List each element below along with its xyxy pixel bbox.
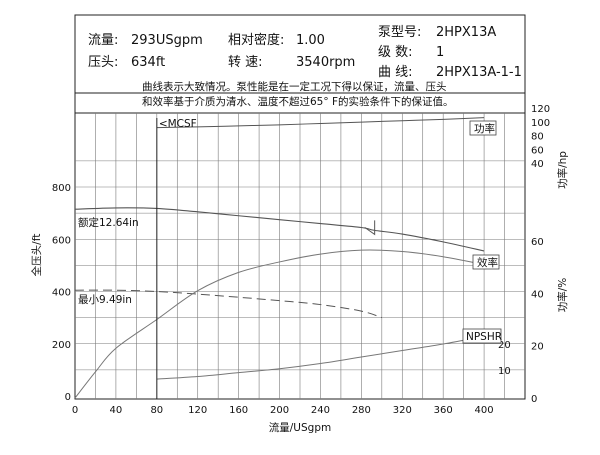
rated-impeller-label: 额定12.64in	[78, 216, 139, 229]
efficiency-curve	[74, 249, 485, 399]
speed-value: 3540rpm	[296, 55, 355, 70]
x-tick-label: 0	[72, 405, 78, 416]
grid-lines	[75, 113, 525, 399]
x-tick-label: 320	[393, 405, 412, 416]
x-tick-label: 200	[270, 405, 289, 416]
note-line-1: 曲线表示大致情况。泵性能是在一定工况下得以保证，流量、压头	[142, 80, 447, 93]
head-axis-title: 全压头/ft	[30, 234, 43, 277]
head-tick-label: 600	[52, 235, 71, 246]
x-tick-label: 40	[110, 405, 123, 416]
power-tick-label: 40	[531, 159, 544, 170]
head-tick-label: 800	[52, 183, 71, 194]
head-tick-label: 400	[52, 288, 71, 299]
efficiency-tick-label: 40	[531, 289, 544, 300]
x-tick-label: 360	[434, 405, 453, 416]
model-label: 泵型号:	[378, 25, 421, 40]
head-tick-label: 200	[52, 340, 71, 351]
npsh-curve-label: NPSHR	[466, 331, 502, 343]
stages-value: 1	[436, 45, 444, 60]
operating-point-marker	[364, 220, 376, 236]
curve-label: 曲 线:	[378, 65, 413, 80]
stages-label: 级 数:	[378, 45, 413, 60]
efficiency-curve-label: 效率	[477, 256, 498, 269]
flow-value: 293USgpm	[131, 33, 203, 48]
efficiency-tick-label: 0	[531, 394, 537, 405]
efficiency-tick-label: 20	[531, 342, 544, 353]
power-tick-label: 60	[531, 145, 544, 156]
power-curve	[156, 117, 485, 129]
sg-value: 1.00	[296, 33, 325, 48]
power-tick-label: 80	[531, 132, 544, 143]
flow-label: 流量:	[88, 33, 118, 48]
head-value: 634ft	[131, 55, 165, 70]
efficiency-label-box	[472, 254, 500, 270]
curve-value: 2HPX13A-1-1	[436, 65, 522, 80]
power-tick-label: 100	[531, 118, 550, 129]
speed-label: 转 速:	[228, 55, 263, 70]
head-label: 压头:	[88, 55, 118, 70]
tick-labels: 0 40 80 120 160 200 240 280 320 360 40002004006008…	[52, 104, 550, 416]
power-axis-title: 功率/hp	[556, 151, 569, 189]
power-label-box	[469, 120, 497, 136]
x-tick-label: 160	[229, 405, 248, 416]
npsh-tick-label: 20	[498, 340, 511, 351]
x-axis-title: 流量/USgpm	[269, 421, 331, 434]
power-tick-label: 120	[531, 104, 550, 115]
npsh-label-box	[462, 328, 502, 344]
x-tick-label: 80	[150, 405, 163, 416]
note-line-2: 和效率基于介质为清水、温度不超过65° F的实验条件下的保证值。	[142, 95, 454, 108]
efficiency-tick-label: 60	[531, 237, 544, 248]
mcsf-label: <MCSF	[159, 118, 197, 130]
sg-label: 相对密度:	[228, 32, 284, 48]
x-tick-label: 120	[188, 405, 207, 416]
npsh-curve	[156, 335, 485, 380]
efficiency-axis-title: 功率/%	[556, 278, 569, 313]
x-tick-label: 240	[311, 405, 330, 416]
power-curve-label: 功率	[474, 122, 495, 135]
npsh-tick-label: 10	[498, 366, 511, 377]
rated-head-curve	[74, 207, 485, 252]
min-impeller-label: 最小9.49in	[78, 294, 132, 306]
x-tick-label: 280	[352, 405, 371, 416]
model-value: 2HPX13A	[436, 25, 496, 40]
curves	[74, 117, 485, 399]
x-tick-label: 400	[475, 405, 494, 416]
head-tick-label: 0	[65, 392, 71, 403]
